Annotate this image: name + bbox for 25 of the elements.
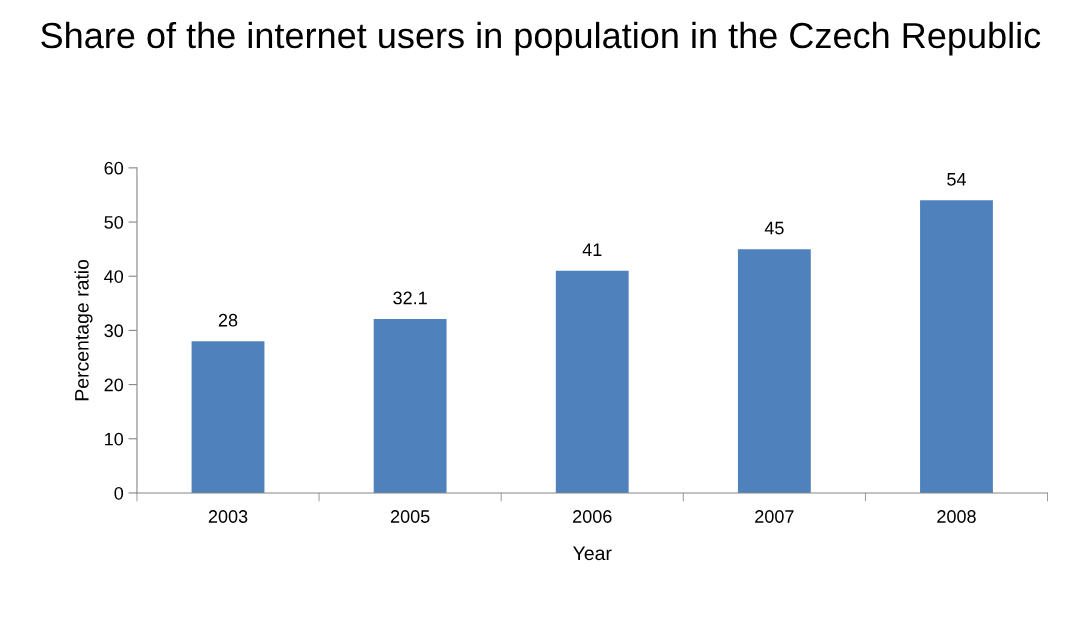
x-tick-label: 2006 [573, 510, 612, 523]
data-label: 54 [947, 173, 966, 186]
x-tick-label: 2007 [755, 510, 794, 523]
y-tick-label: 60 [104, 161, 124, 175]
x-tick-label: 2005 [390, 510, 430, 523]
y-tick-label: 20 [104, 378, 124, 392]
y-tick-label: 30 [104, 324, 124, 338]
x-tick-label: 2003 [208, 510, 248, 523]
bar [920, 200, 993, 493]
y-axis-title: Percentage ratio [74, 259, 93, 401]
data-label: 41 [582, 243, 602, 256]
data-label: 32.1 [393, 291, 427, 305]
data-label: 28 [218, 313, 238, 327]
chart-title: Share of the internet users in population in the Czech Republic [41, 21, 1041, 56]
x-tick-label: 2008 [937, 510, 976, 523]
y-tick-label: 0 [114, 486, 124, 500]
bar [373, 319, 447, 493]
y-tick-label: 40 [104, 270, 124, 283]
y-tick-label: 50 [104, 215, 124, 229]
x-axis-title: Year [573, 546, 612, 561]
y-tick-label: 10 [105, 432, 124, 446]
bar [191, 341, 265, 493]
data-label: 45 [764, 221, 784, 235]
bar [555, 270, 629, 493]
bar [737, 249, 811, 493]
